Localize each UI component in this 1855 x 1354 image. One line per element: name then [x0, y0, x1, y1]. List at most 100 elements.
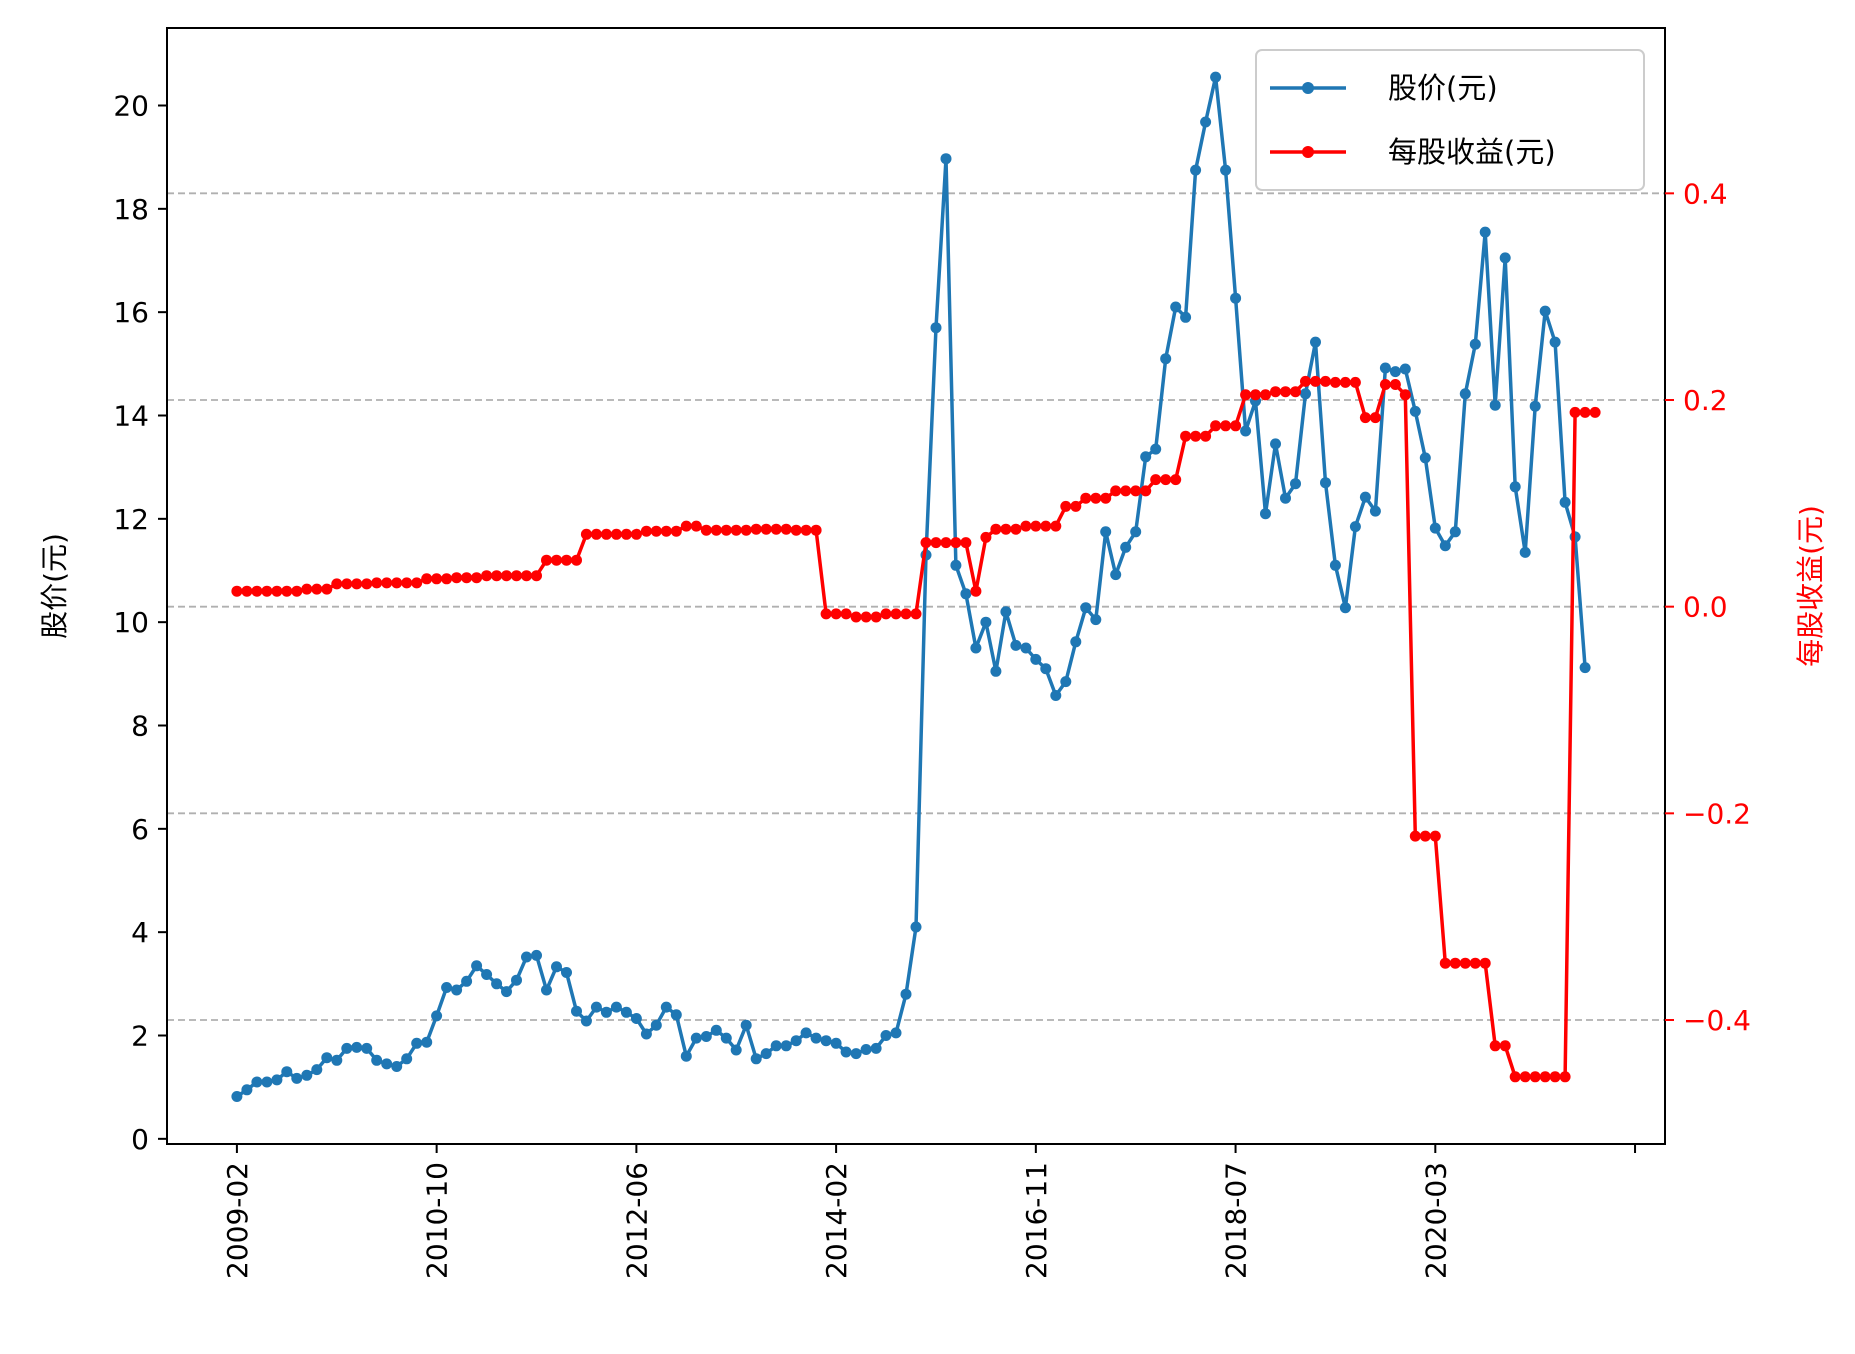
price-point: [1310, 336, 1321, 348]
price-point: [271, 1074, 283, 1086]
price-point: [640, 1028, 652, 1040]
eps-point: [521, 570, 532, 582]
price-point: [1359, 491, 1371, 503]
eps-point: [1359, 412, 1371, 424]
eps-point: [1070, 500, 1082, 512]
eps-point: [700, 524, 712, 536]
eps-point: [1190, 430, 1202, 442]
legend-box: [1255, 49, 1645, 191]
price-point: [1030, 653, 1042, 665]
eps-point: [1030, 520, 1042, 532]
eps-point: [1369, 412, 1381, 424]
eps-point: [1240, 389, 1252, 401]
price-point: [800, 1027, 812, 1039]
price-point: [1469, 338, 1481, 350]
eps-point: [1120, 485, 1132, 497]
x-axis: 2009-02 2010-10 2012-06 2014-02 2016-11 2018-…: [221, 1144, 1637, 1279]
eps-point: [1210, 420, 1222, 432]
eps-point: [491, 570, 503, 582]
eps-point: [341, 578, 353, 590]
eps-point: [411, 577, 423, 589]
series-line-price: [235, 75, 1587, 1098]
eps-point: [361, 578, 373, 590]
eps-point: [1320, 375, 1331, 387]
eps-point: [670, 525, 682, 537]
eps-point: [311, 583, 323, 595]
price-point: [960, 588, 972, 600]
legend-price-label: 股价(元): [1388, 71, 1498, 105]
eps-point: [1260, 389, 1271, 401]
price-point: [1190, 164, 1202, 176]
price-point: [421, 1036, 433, 1048]
price-point: [810, 1032, 822, 1044]
price-point: [770, 1040, 782, 1052]
price-point: [241, 1084, 253, 1096]
eps-point: [1200, 430, 1212, 442]
price-point: [311, 1064, 323, 1076]
eps-point: [1579, 406, 1591, 418]
eps-point: [1250, 389, 1261, 401]
eps-point: [880, 608, 892, 620]
eps-point: [1329, 376, 1341, 388]
price-point: [461, 975, 473, 987]
eps-point: [900, 608, 912, 620]
price-point: [341, 1042, 353, 1054]
eps-point: [1150, 474, 1162, 486]
price-point: [840, 1046, 852, 1058]
eps-point: [590, 528, 602, 540]
price-point: [361, 1042, 373, 1054]
eps-point: [571, 554, 582, 566]
price-point: [1130, 526, 1142, 538]
price-point: [511, 974, 522, 986]
eps-series-layer: [231, 375, 1601, 1083]
price-point: [381, 1058, 393, 1070]
price-point: [1200, 116, 1212, 128]
price-point: [301, 1069, 313, 1081]
price-point: [630, 1013, 642, 1024]
eps-point: [1230, 420, 1242, 432]
eps-point: [351, 578, 363, 590]
eps-point: [1499, 1040, 1511, 1052]
price-point: [1080, 602, 1092, 614]
eps-point: [461, 572, 473, 584]
eps-point: [431, 573, 443, 585]
eps-point: [1270, 386, 1281, 398]
eps-point: [1110, 485, 1122, 497]
eps-point: [451, 572, 463, 584]
price-point: [471, 960, 483, 972]
eps-point: [680, 520, 692, 532]
eps-point: [1529, 1071, 1541, 1083]
price-point: [660, 1001, 672, 1013]
price-point: [331, 1054, 343, 1066]
eps-point: [241, 585, 253, 597]
price-point: [580, 1015, 592, 1027]
price-point: [710, 1024, 722, 1036]
price-point: [1549, 336, 1561, 348]
eps-point: [1080, 492, 1092, 504]
eps-point: [940, 537, 952, 549]
eps-point: [251, 585, 263, 597]
eps-point: [790, 524, 802, 536]
price-point: [401, 1053, 413, 1065]
eps-point: [231, 585, 243, 597]
eps-point: [1170, 474, 1182, 486]
price-point: [1320, 477, 1331, 489]
eps-point: [600, 528, 612, 540]
eps-point: [1429, 830, 1441, 842]
price-point: [1419, 452, 1431, 464]
price-point: [491, 978, 503, 990]
price-point: [1290, 478, 1301, 490]
eps-point: [1509, 1071, 1521, 1083]
eps-point: [271, 585, 283, 597]
x-tick-label: 2014-02: [820, 1162, 853, 1279]
x-tick-label: 2012-06: [620, 1162, 653, 1279]
eps-point: [261, 585, 273, 597]
eps-point: [1459, 957, 1471, 969]
price-point: [890, 1027, 902, 1039]
price-point: [441, 982, 453, 993]
price-point: [670, 1009, 682, 1021]
eps-point: [630, 528, 642, 540]
price-point: [1429, 522, 1441, 534]
eps-point: [371, 577, 383, 589]
price-point: [680, 1050, 692, 1062]
